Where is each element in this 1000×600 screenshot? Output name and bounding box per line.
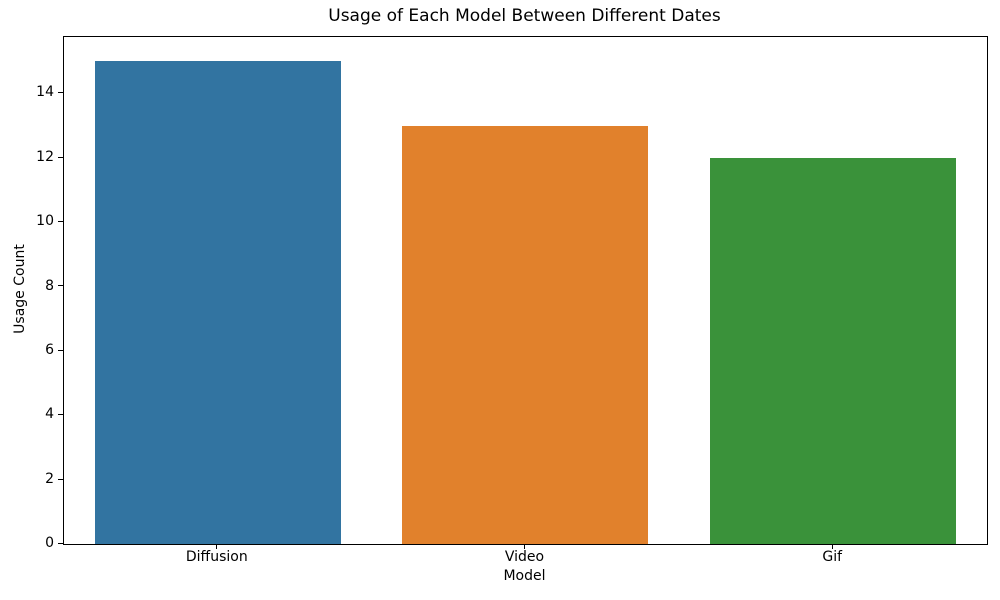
- plot-area: [63, 36, 988, 545]
- y-tick-mark: [58, 92, 63, 93]
- y-tick-mark: [58, 479, 63, 480]
- y-tick-label: 8: [45, 277, 54, 294]
- y-tick-mark: [58, 350, 63, 351]
- y-tick-label: 0: [45, 535, 54, 551]
- y-tick-mark: [58, 543, 63, 544]
- x-tick-label: Gif: [822, 549, 843, 565]
- y-tick-label: 6: [45, 341, 54, 358]
- y-tick-label: 14: [36, 84, 54, 101]
- x-tick-label: Diffusion: [185, 549, 248, 565]
- bar-video: [402, 125, 649, 544]
- bar-diffusion: [94, 61, 341, 544]
- y-tick-mark: [58, 157, 63, 158]
- y-tick-mark: [58, 221, 63, 222]
- y-tick-label: 4: [45, 406, 54, 423]
- bar-gif: [710, 157, 957, 544]
- x-tick-label: Video: [504, 549, 545, 565]
- y-tick-mark: [58, 285, 63, 286]
- y-tick-label: 10: [36, 213, 54, 230]
- x-tick-mark: [524, 544, 525, 549]
- y-tick-mark: [58, 414, 63, 415]
- x-tick-mark: [216, 544, 218, 549]
- x-axis-label: Model: [503, 568, 546, 584]
- chart-title: Usage of Each Model Between Different Da…: [328, 6, 721, 26]
- y-tick-label: 12: [36, 148, 54, 165]
- y-tick-label: 2: [45, 470, 54, 487]
- x-tick-mark: [831, 544, 833, 549]
